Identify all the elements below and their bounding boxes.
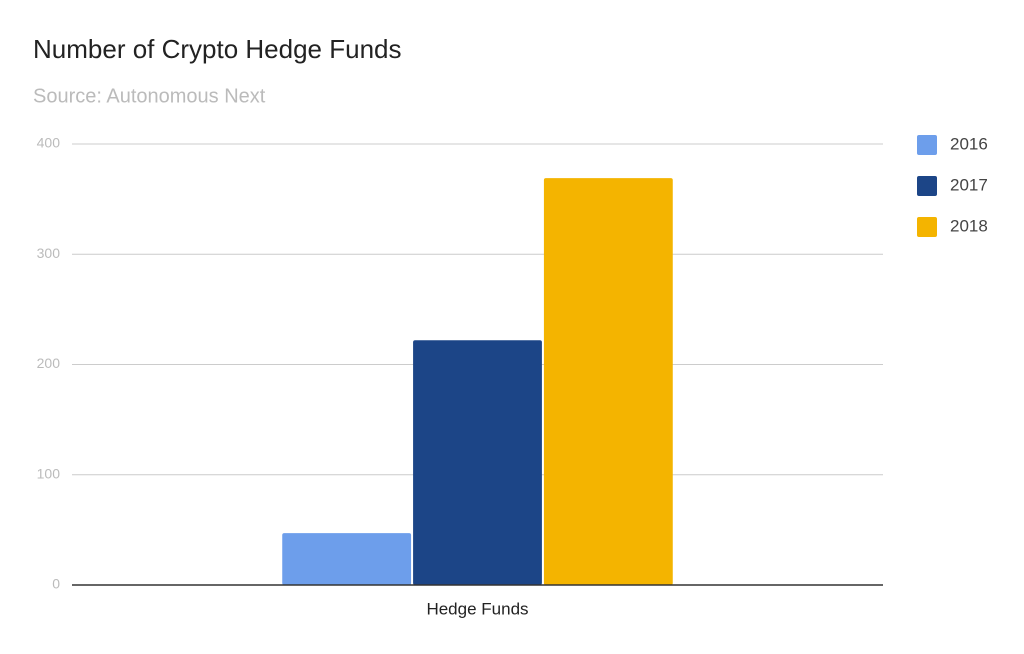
bar (413, 340, 542, 585)
x-tick-label: Hedge Funds (426, 599, 528, 618)
y-tick-label: 100 (37, 465, 61, 481)
legend-label: 2017 (950, 175, 988, 194)
y-tick-label: 400 (37, 135, 61, 151)
bar (543, 178, 673, 586)
legend-swatch (917, 217, 937, 237)
legend-label: 2018 (950, 216, 988, 235)
chart-title: Number of Crypto Hedge Funds (33, 34, 402, 64)
y-tick-label: 200 (37, 355, 61, 371)
legend-swatch (917, 176, 937, 196)
legend-swatch (917, 135, 937, 155)
y-tick-label: 300 (37, 245, 61, 261)
chart-subtitle: Source: Autonomous Next (33, 85, 266, 107)
bar (282, 533, 412, 585)
y-tick-label: 0 (52, 576, 60, 592)
legend-label: 2016 (950, 134, 988, 153)
